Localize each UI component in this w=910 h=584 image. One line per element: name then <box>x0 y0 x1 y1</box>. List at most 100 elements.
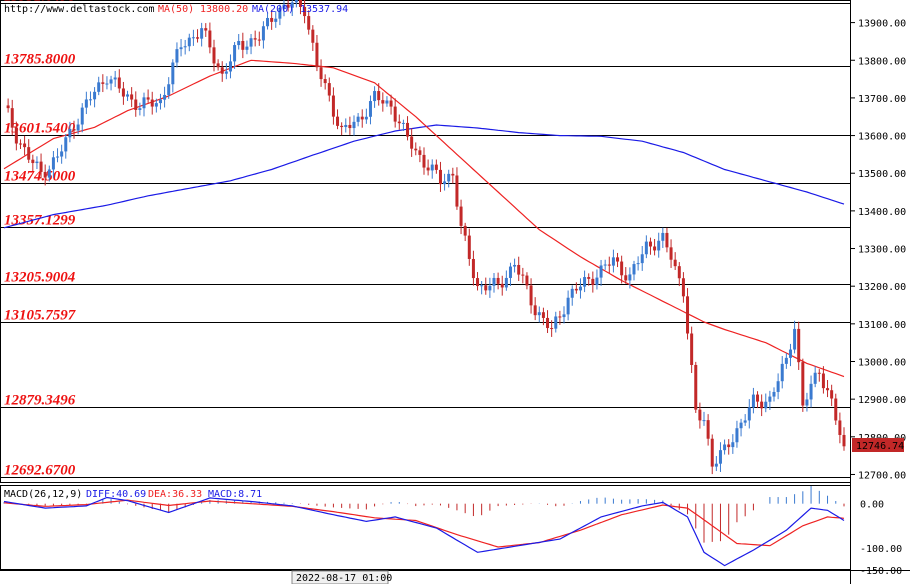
candle-body <box>381 100 385 104</box>
candle-body <box>368 101 372 117</box>
candle-body <box>686 296 690 334</box>
candle-body <box>154 103 158 107</box>
candle-body <box>311 29 315 43</box>
support-resistance-levels: 13951.6498 13785.8000 13601.5400 13474.5000… <box>0 0 850 479</box>
level-label: 13474.5000 <box>4 169 76 185</box>
candle-body <box>373 91 377 102</box>
ma200-line <box>3 124 845 229</box>
candle-body <box>583 277 587 287</box>
candle-body <box>109 79 113 84</box>
candle-body <box>714 463 718 467</box>
candle-body <box>797 328 801 363</box>
candle-body <box>39 161 43 172</box>
candle-body <box>352 121 356 129</box>
candle-body <box>842 434 846 447</box>
candle-body <box>282 4 286 9</box>
candle-body <box>694 364 698 410</box>
candle-body <box>780 363 784 382</box>
candle-body <box>471 258 475 279</box>
candle-body <box>191 37 195 39</box>
candle-body <box>455 175 459 207</box>
source-url[interactable]: http://www.deltastock.com <box>4 4 155 15</box>
candle-body <box>702 420 706 422</box>
candle-body <box>212 47 216 64</box>
candle-body <box>517 264 521 275</box>
candle-body <box>492 277 496 286</box>
candle-body <box>500 283 504 288</box>
candle-body <box>76 124 80 131</box>
candle-body <box>760 401 764 409</box>
candle-body <box>204 28 208 31</box>
candle-body <box>344 124 348 128</box>
candle-body <box>574 288 578 291</box>
candle-body <box>784 357 788 364</box>
candle-body <box>801 362 805 406</box>
candle-body <box>31 159 35 164</box>
candle-body <box>64 137 68 152</box>
candle-body <box>541 312 545 318</box>
candle-body <box>245 46 249 50</box>
candle-body <box>200 28 204 39</box>
candle-body <box>747 407 751 421</box>
candle-body <box>443 181 447 185</box>
candle-body <box>793 328 797 350</box>
candle-body <box>768 396 772 402</box>
candle-body <box>529 285 533 306</box>
candle-body <box>72 128 76 131</box>
candle-body <box>653 246 657 251</box>
level-label: 13951.6498 <box>4 0 76 5</box>
macd-dea-legend: DEA:36.33 <box>148 489 202 500</box>
candle-body <box>513 264 517 267</box>
candle-body <box>43 171 47 178</box>
candle-body <box>681 278 685 297</box>
candles <box>6 0 846 475</box>
level-label: 12879.3496 <box>4 393 76 409</box>
candle-body <box>776 381 780 392</box>
candle-body <box>476 278 480 287</box>
candle-body <box>418 150 422 155</box>
candle-body <box>636 263 640 265</box>
candle-body <box>578 286 582 291</box>
candle-body <box>360 116 364 120</box>
macd-dea-line <box>3 499 845 548</box>
candle-body <box>270 17 274 22</box>
candle-body <box>323 79 327 84</box>
candle-body <box>241 40 245 50</box>
price-tick-label: 13000.00 <box>858 358 906 369</box>
candle-body <box>356 116 360 122</box>
candle-body <box>546 317 550 329</box>
macd-tick-label: -100.00 <box>860 544 902 555</box>
candle-body <box>51 157 55 170</box>
candle-body <box>834 398 838 421</box>
candle-body <box>84 99 88 108</box>
level-label: 13105.7597 <box>4 308 76 324</box>
candle-body <box>237 40 241 46</box>
candle-body <box>130 94 134 100</box>
candle-body <box>690 333 694 365</box>
candle-body <box>838 420 842 435</box>
candle-body <box>484 285 488 291</box>
candle-body <box>249 38 253 47</box>
candle-body <box>167 84 171 95</box>
last-price-value: 12746.74 <box>856 441 904 452</box>
candle-body <box>661 232 665 241</box>
candle-body <box>648 241 652 247</box>
candle-body <box>23 143 27 148</box>
candle-body <box>303 6 307 17</box>
candle-body <box>142 97 146 109</box>
macd-tick-label: -150.00 <box>860 566 902 577</box>
price-axis: 13900.00 13800.00 13700.00 13600.00 13500.00… <box>850 19 906 577</box>
candle-body <box>175 49 179 63</box>
candle-body <box>47 169 51 178</box>
candle-body <box>607 264 611 266</box>
candle-body <box>677 266 681 279</box>
candle-body <box>389 100 393 107</box>
ma50-legend-label: MA(50) <box>158 4 194 15</box>
candle-body <box>266 17 270 27</box>
candle-body <box>113 77 117 80</box>
candle-body <box>508 266 512 278</box>
candle-body <box>35 161 39 164</box>
price-tick-label: 13700.00 <box>858 94 906 105</box>
price-tick-label: 13900.00 <box>858 19 906 30</box>
